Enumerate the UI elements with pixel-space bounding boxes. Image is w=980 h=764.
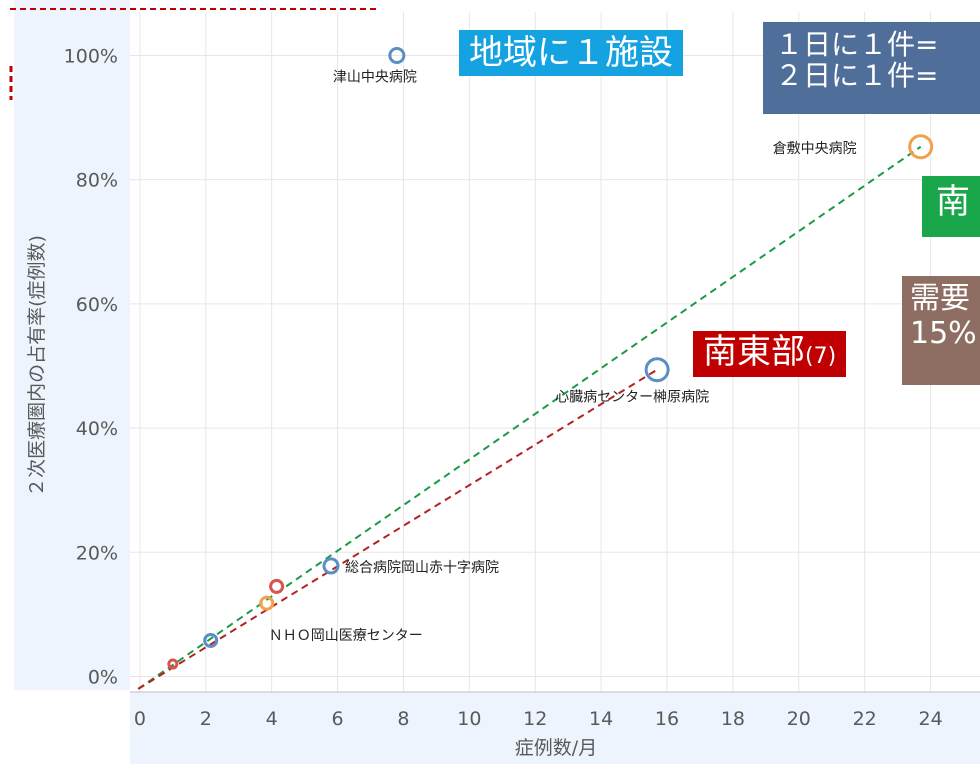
data-point-4 bbox=[259, 595, 275, 611]
south-region-badge: 南 bbox=[922, 176, 980, 237]
data-point-5 bbox=[269, 578, 285, 594]
demand-line-1: 需要 bbox=[910, 281, 970, 316]
y-tick-5: 100% bbox=[64, 45, 118, 67]
x-axis-label: 症例数/月 bbox=[515, 737, 597, 759]
y-tick-2: 40% bbox=[76, 418, 118, 440]
point-label-1: 倉敷中央病院 bbox=[773, 141, 857, 157]
demand-line-2: 15% bbox=[910, 315, 977, 351]
bottom-panel-bg bbox=[130, 692, 980, 764]
point-label-0: 津山中央病院 bbox=[333, 69, 417, 85]
demand-badge: 需要 15% bbox=[902, 276, 980, 385]
x-tick-1: 2 bbox=[200, 708, 212, 730]
y-tick-3: 60% bbox=[76, 294, 118, 316]
x-tick-6: 12 bbox=[523, 708, 547, 730]
region-one-facility-badge: 地域に１施設 bbox=[459, 30, 683, 76]
y-tick-1: 20% bbox=[76, 542, 118, 564]
frequency-badge: １日に１件= ２日に１件= bbox=[763, 22, 980, 114]
plot-area bbox=[130, 12, 980, 692]
data-point-3 bbox=[322, 557, 340, 575]
x-tick-2: 4 bbox=[266, 708, 278, 730]
point-label-2: 心臓病センター榊原病院 bbox=[555, 390, 709, 406]
frequency-line-1: １日に１件= bbox=[775, 28, 939, 61]
trendline-1 bbox=[137, 368, 658, 690]
data-point-6 bbox=[203, 632, 219, 648]
left-panel-bg bbox=[14, 0, 130, 690]
southeast-region-badge: 南東部(7) bbox=[693, 331, 847, 377]
southeast-count: (7) bbox=[805, 344, 837, 369]
y-tick-0: 0% bbox=[88, 666, 118, 688]
point-label-3: 総合病院岡山赤十字病院 bbox=[345, 560, 499, 576]
x-tick-5: 10 bbox=[457, 708, 481, 730]
y-axis-label: ２次医療圏内の占有率(症例数) bbox=[26, 235, 48, 497]
x-tick-10: 20 bbox=[787, 708, 811, 730]
x-tick-11: 22 bbox=[853, 708, 877, 730]
y-tick-4: 80% bbox=[76, 170, 118, 192]
x-tick-4: 8 bbox=[397, 708, 409, 730]
x-tick-7: 14 bbox=[589, 708, 613, 730]
data-point-1 bbox=[908, 134, 934, 160]
southeast-label: 南東部 bbox=[703, 332, 805, 372]
data-point-7 bbox=[167, 658, 179, 670]
point-label-4: ＮＨＯ岡山医療センター bbox=[269, 627, 423, 644]
data-point-0 bbox=[388, 46, 406, 64]
x-tick-12: 24 bbox=[918, 708, 942, 730]
x-tick-8: 16 bbox=[655, 708, 679, 730]
frequency-line-2: ２日に１件= bbox=[775, 59, 939, 93]
data-point-2 bbox=[644, 357, 670, 383]
x-tick-3: 6 bbox=[332, 708, 344, 730]
x-tick-9: 18 bbox=[721, 708, 745, 730]
tick-labels: 0 2 4 6 8 10 12 14 16 18 20 22 240%20%40%60%80%100% bbox=[64, 45, 943, 730]
x-tick-0: 0 bbox=[134, 708, 146, 730]
